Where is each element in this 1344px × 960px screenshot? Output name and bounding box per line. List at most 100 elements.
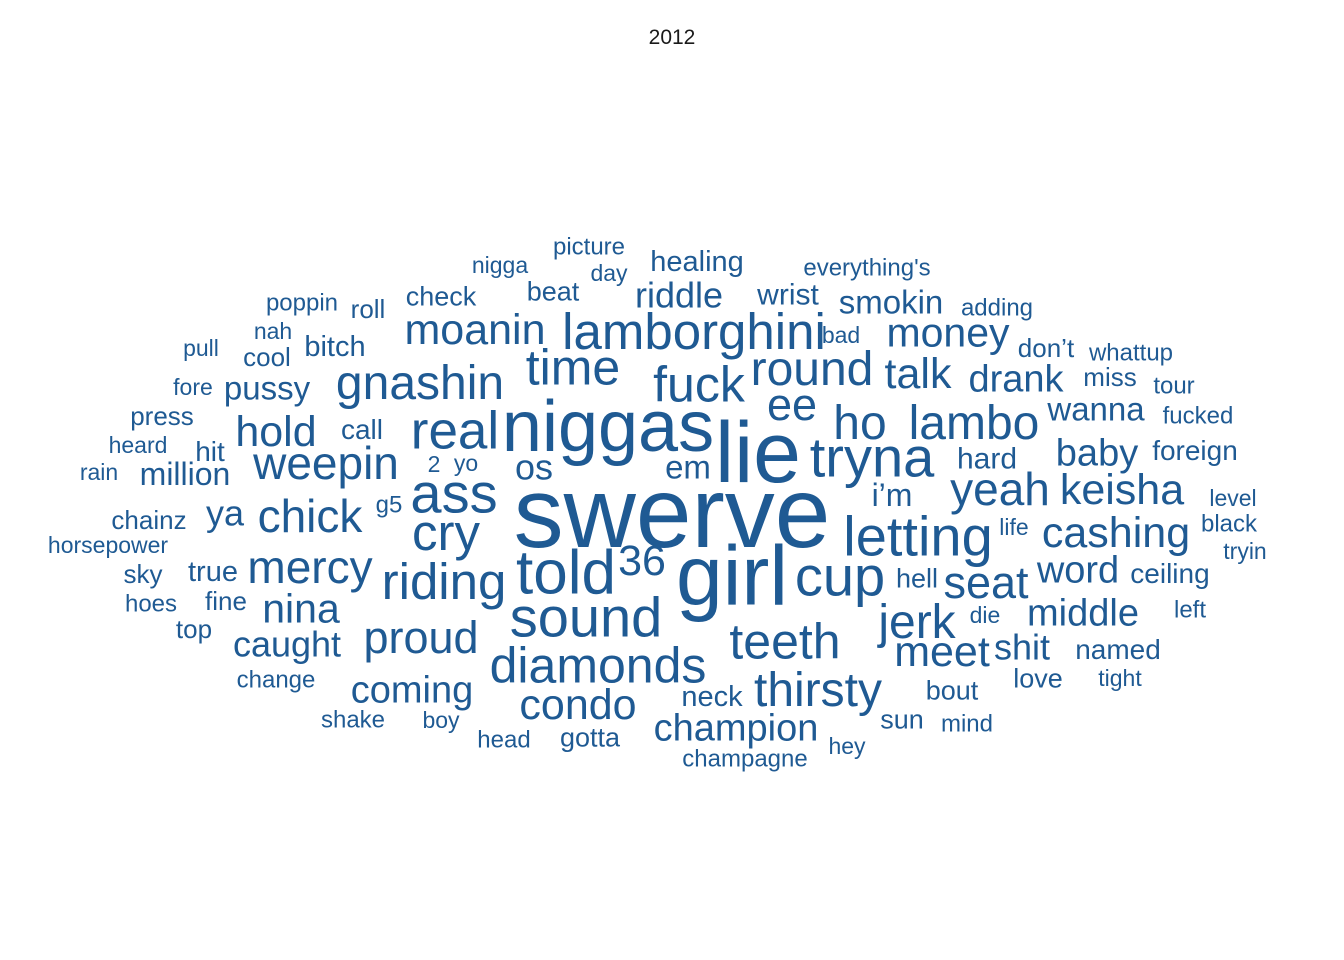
cloud-word: rain	[80, 459, 118, 485]
cloud-word: champagne	[682, 745, 807, 772]
cloud-word: million	[140, 456, 231, 492]
cloud-word: tryin	[1223, 538, 1266, 564]
cloud-word: top	[176, 614, 212, 644]
cloud-word: poppin	[266, 289, 338, 316]
cloud-word: ya	[206, 493, 245, 534]
cloud-word: tryna	[810, 426, 935, 489]
cloud-word: fuck	[653, 357, 746, 413]
cloud-word: seat	[943, 557, 1029, 608]
cloud-word: tight	[1098, 665, 1142, 691]
cloud-word: proud	[363, 612, 478, 663]
cloud-word: hey	[828, 733, 866, 759]
cloud-word: cashing	[1042, 509, 1190, 557]
cloud-word: ass	[410, 462, 497, 525]
cloud-word: pull	[183, 335, 219, 361]
cloud-word: round	[751, 343, 874, 396]
cloud-word: nigga	[472, 252, 528, 278]
cloud-word: bout	[926, 675, 979, 705]
cloud-word: everything's	[803, 254, 930, 281]
cloud-word: thirsty	[754, 664, 882, 717]
cloud-word: riddle	[635, 275, 723, 316]
cloud-word: moanin	[404, 306, 545, 354]
cloud-word: true	[188, 556, 238, 588]
cloud-word: press	[130, 401, 194, 431]
cloud-word: riding	[382, 553, 507, 610]
cloud-word: neck	[681, 681, 743, 713]
cloud-word: heard	[109, 432, 168, 458]
cloud-word: fucked	[1163, 402, 1234, 429]
cloud-word: mercy	[247, 541, 372, 593]
cloud-word: fine	[205, 586, 247, 616]
cloud-word: foreign	[1152, 435, 1238, 466]
cloud-word: change	[237, 666, 316, 693]
cloud-word: roll	[351, 294, 386, 324]
cloud-word: gnashin	[336, 357, 504, 410]
cloud-word: adding	[961, 294, 1033, 321]
cloud-word: teeth	[729, 614, 840, 670]
cloud-word: jerk	[876, 596, 956, 649]
cloud-word: day	[590, 260, 628, 286]
cloud-word: chick	[258, 490, 364, 542]
cloud-word: caught	[233, 624, 341, 665]
cloud-word: mind	[941, 710, 993, 737]
cloud-word: cry	[412, 504, 480, 561]
cloud-word: g5	[376, 491, 403, 518]
cloud-word: level	[1209, 485, 1256, 511]
cloud-word: fore	[173, 374, 213, 400]
cloud-word: shake	[321, 706, 385, 733]
cloud-word: 2	[428, 451, 441, 477]
cloud-word: nah	[254, 318, 292, 344]
cloud-word: don’t	[1018, 333, 1075, 363]
cloud-word: call	[341, 414, 383, 445]
cloud-word: real	[411, 402, 499, 461]
cloud-word: gotta	[560, 722, 621, 752]
cloud-word: 36	[618, 537, 666, 585]
cloud-word: yo	[454, 450, 478, 476]
cloud-word: lambo	[909, 397, 1040, 450]
cloud-word: cup	[795, 545, 885, 608]
cloud-word: drank	[968, 358, 1064, 400]
cloud-word: lie	[715, 405, 801, 501]
cloud-word: middle	[1027, 592, 1139, 634]
cloud-word: talk	[885, 350, 952, 398]
cloud-word: hell	[896, 563, 938, 593]
cloud-word: die	[970, 602, 1001, 628]
cloud-word: tour	[1153, 372, 1194, 399]
cloud-word: black	[1201, 510, 1258, 537]
cloud-word: nina	[262, 585, 340, 631]
cloud-word: healing	[650, 246, 744, 278]
cloud-word: meet	[894, 628, 990, 676]
cloud-word: pussy	[224, 370, 311, 407]
cloud-word: hoes	[125, 590, 177, 617]
cloud-word: girl	[676, 528, 788, 622]
cloud-word: word	[1036, 549, 1119, 591]
cloud-word: sound	[510, 586, 663, 649]
cloud-word: condo	[519, 681, 636, 729]
cloud-word: i’m	[872, 477, 913, 513]
cloud-word: hard	[957, 443, 1017, 476]
cloud-word: told	[516, 539, 616, 608]
cloud-word: miss	[1083, 362, 1136, 392]
cloud-word: time	[526, 340, 620, 396]
cloud-word: life	[999, 514, 1028, 540]
cloud-word: boy	[422, 707, 460, 733]
cloud-word: keisha	[1060, 466, 1184, 514]
cloud-word: weepin	[252, 437, 399, 489]
cloud-word: money	[886, 309, 1010, 355]
cloud-word: smokin	[839, 284, 944, 321]
cloud-word: head	[477, 726, 530, 753]
cloud-word: diamonds	[490, 638, 707, 694]
cloud-word: ho	[833, 397, 886, 450]
cloud-word: whattup	[1088, 339, 1173, 366]
cloud-word: wrist	[756, 279, 819, 312]
cloud-word: ee	[767, 379, 817, 430]
cloud-word: shit	[994, 627, 1050, 668]
chart-title: 2012	[648, 26, 696, 49]
cloud-word: chainz	[111, 505, 186, 535]
cloud-word: baby	[1056, 432, 1138, 474]
cloud-word: beat	[527, 276, 580, 306]
cloud-word: left	[1174, 596, 1206, 623]
cloud-word: em	[665, 449, 711, 486]
cloud-word: love	[1013, 663, 1063, 693]
